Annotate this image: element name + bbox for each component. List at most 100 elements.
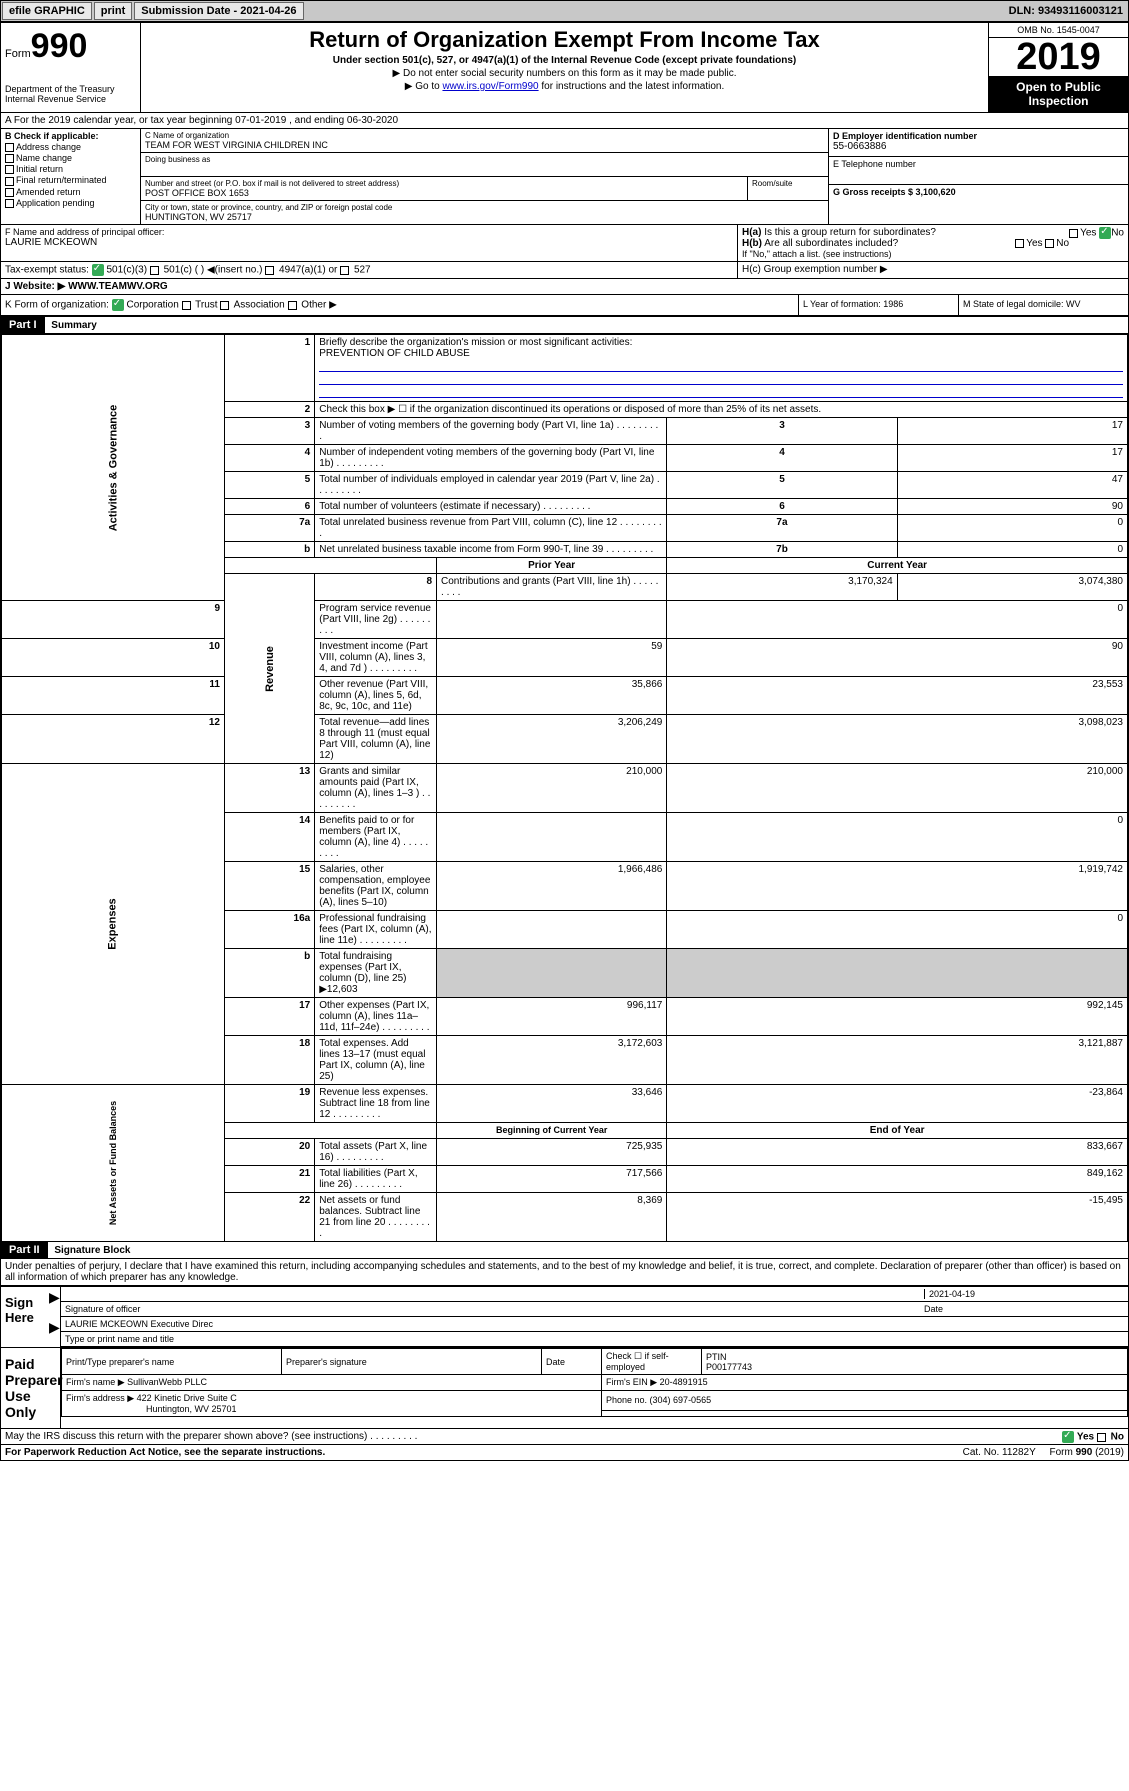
discuss-yes: Yes [1077, 1432, 1094, 1443]
footer-right: Form 990 (2019) [1050, 1447, 1124, 1458]
form-subtitle: Under section 501(c), 527, or 4947(a)(1)… [147, 55, 982, 66]
final-label: Final return/terminated [16, 175, 107, 185]
c11: 23,553 [667, 677, 1128, 715]
527-checkbox[interactable] [340, 266, 349, 275]
4947-checkbox[interactable] [265, 266, 274, 275]
summary-table: Activities & Governance 1 Briefly descri… [1, 334, 1128, 1242]
line-10: 10 [2, 639, 225, 677]
topbar: efile GRAPHIC print Submission Date - 20… [0, 0, 1129, 22]
hc-label: H(c) Group exemption number ▶ [738, 262, 1128, 278]
section-b: B Check if applicable: Address change Na… [1, 129, 141, 224]
footer-left: For Paperwork Reduction Act Notice, see … [5, 1447, 325, 1458]
line2-text: Check this box ▶ ☐ if the organization d… [315, 402, 1128, 418]
line13-text: Grants and similar amounts paid (Part IX… [319, 766, 430, 810]
firm-city: Huntington, WV 25701 [66, 1404, 237, 1414]
p10: 59 [437, 639, 667, 677]
501c3-label: 501(c)(3) [106, 265, 147, 276]
discuss-yes-checkbox[interactable] [1062, 1431, 1074, 1443]
application-checkbox[interactable] [5, 199, 14, 208]
line5-text: Total number of individuals employed in … [319, 474, 659, 496]
line-19: 19 [225, 1085, 315, 1123]
line1-label: Briefly describe the organization's miss… [319, 337, 632, 348]
side-activities: Activities & Governance [107, 404, 119, 531]
prior-year-header: Prior Year [437, 558, 667, 574]
org-name-label: C Name of organization [145, 131, 824, 140]
corp-checkbox[interactable] [112, 299, 124, 311]
dba-label: Doing business as [145, 155, 824, 164]
print-button[interactable]: print [94, 2, 132, 20]
p15: 1,966,486 [437, 862, 667, 911]
line16a-text: Professional fundraising fees (Part IX, … [319, 913, 431, 946]
val-6: 90 [897, 499, 1127, 515]
line-14: 14 [225, 813, 315, 862]
ssn-notice: ▶ Do not enter social security numbers o… [147, 68, 982, 79]
ha-yes-checkbox[interactable] [1069, 229, 1078, 238]
side-revenue: Revenue [264, 646, 276, 692]
501c3-checkbox[interactable] [92, 264, 104, 276]
val-7b: 0 [897, 542, 1127, 558]
line18-text: Total expenses. Add lines 13–17 (must eq… [315, 1036, 437, 1085]
amended-label: Amended return [16, 187, 81, 197]
other-checkbox[interactable] [288, 301, 297, 310]
line-17: 17 [225, 998, 315, 1036]
line11-text: Other revenue (Part VIII, column (A), li… [315, 677, 437, 715]
line15-text: Salaries, other compensation, employee b… [315, 862, 437, 911]
line14-text: Benefits paid to or for members (Part IX… [319, 815, 428, 859]
open-public: Open to Public Inspection [989, 76, 1128, 112]
part2-header: Part II [1, 1242, 48, 1258]
paid-preparer-label: Paid Preparer Use Only [1, 1348, 61, 1428]
section-a: A For the 2019 calendar year, or tax yea… [1, 113, 1128, 129]
addr-label: Number and street (or P.O. box if mail i… [145, 179, 743, 188]
line-7a: 7a [225, 515, 315, 542]
line-8: 8 [315, 574, 437, 601]
line-5: 5 [225, 472, 315, 499]
c21: 849,162 [667, 1166, 1128, 1193]
line8-text: Contributions and grants (Part VIII, lin… [441, 576, 658, 598]
efile-button[interactable]: efile GRAPHIC [2, 2, 92, 20]
line4-text: Number of independent voting members of … [319, 447, 654, 469]
amended-checkbox[interactable] [5, 188, 14, 197]
addr-change-checkbox[interactable] [5, 143, 14, 152]
p17: 996,117 [437, 998, 667, 1036]
line-3: 3 [225, 418, 315, 445]
final-checkbox[interactable] [5, 177, 14, 186]
irs-link[interactable]: www.irs.gov/Form990 [442, 81, 538, 92]
discuss-no-checkbox[interactable] [1097, 1433, 1106, 1442]
ha-no-checkbox[interactable] [1099, 227, 1111, 239]
assoc-checkbox[interactable] [220, 301, 229, 310]
line-20: 20 [225, 1139, 315, 1166]
sig-officer-label: Signature of officer [65, 1304, 924, 1314]
begin-year-header: Beginning of Current Year [437, 1123, 667, 1139]
line-9: 9 [2, 601, 225, 639]
line-11: 11 [2, 677, 225, 715]
val-3: 17 [897, 418, 1127, 445]
c17: 992,145 [667, 998, 1128, 1036]
val-7a: 0 [897, 515, 1127, 542]
c18: 3,121,887 [667, 1036, 1128, 1085]
501c-checkbox[interactable] [150, 266, 159, 275]
room-label: Room/suite [752, 179, 824, 188]
tax-year: 2019 [989, 38, 1128, 76]
line-7b: b [225, 542, 315, 558]
ein-label: D Employer identification number [833, 131, 1124, 141]
p21: 717,566 [437, 1166, 667, 1193]
trust-label: Trust [195, 300, 217, 311]
line-22: 22 [225, 1193, 315, 1242]
c14: 0 [667, 813, 1128, 862]
hb-yes-checkbox[interactable] [1015, 239, 1024, 248]
org-name: TEAM FOR WEST VIRGINIA CHILDREN INC [145, 140, 824, 150]
name-change-checkbox[interactable] [5, 154, 14, 163]
dept-treasury: Department of the Treasury Internal Reve… [5, 84, 136, 104]
p14 [437, 813, 667, 862]
val-4: 17 [897, 445, 1127, 472]
footer-mid: Cat. No. 11282Y [963, 1447, 1036, 1458]
trust-checkbox[interactable] [182, 301, 191, 310]
officer-label: F Name and address of principal officer: [5, 227, 733, 237]
hb-no-checkbox[interactable] [1045, 239, 1054, 248]
side-expenses: Expenses [107, 898, 119, 949]
initial-checkbox[interactable] [5, 165, 14, 174]
line19-text: Revenue less expenses. Subtract line 18 … [319, 1087, 430, 1120]
date-label: Date [924, 1304, 1124, 1314]
state-domicile: M State of legal domicile: WV [958, 295, 1128, 315]
501c-label: 501(c) ( ) ◀(insert no.) [164, 265, 263, 276]
